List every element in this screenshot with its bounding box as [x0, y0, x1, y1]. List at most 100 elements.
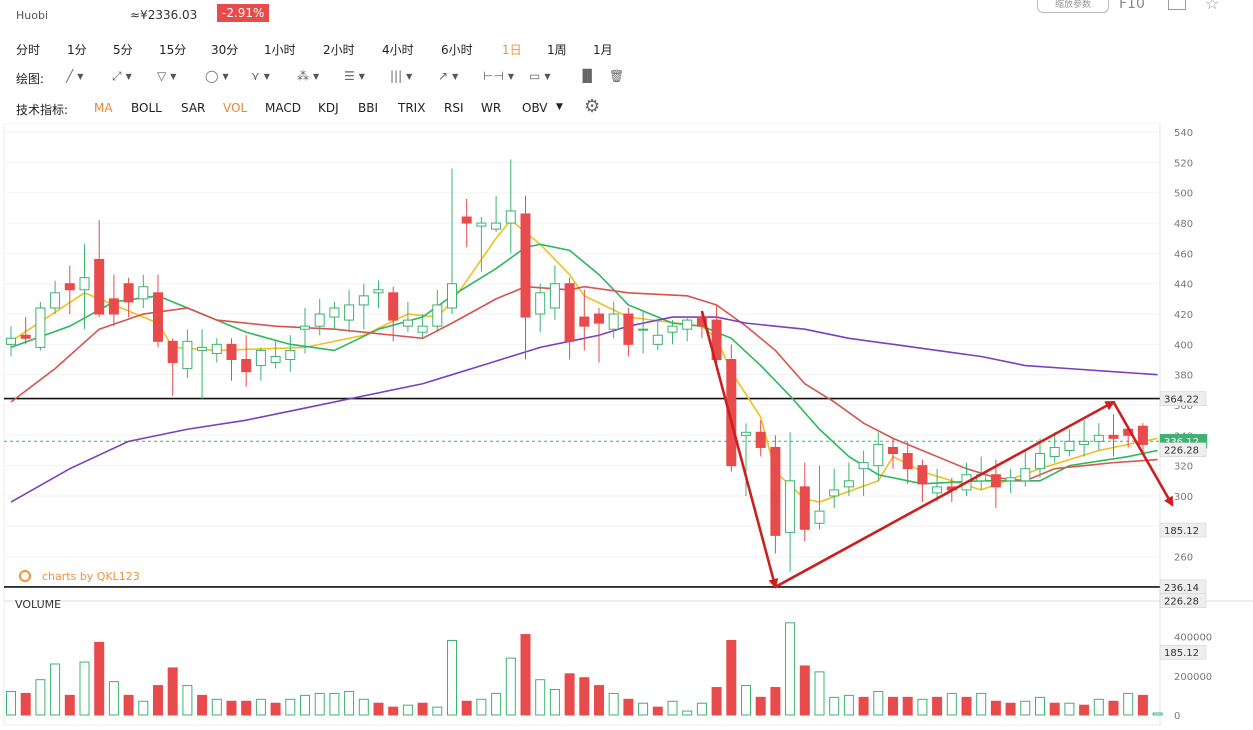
arrow-tool-icon[interactable]: ↗ ▼ [438, 69, 459, 83]
grid-tool-icon[interactable]: ||| ▼ [390, 69, 413, 83]
candle[interactable] [461, 216, 472, 224]
volume-bar[interactable] [153, 685, 163, 716]
candle[interactable] [799, 486, 810, 530]
volume-bar[interactable] [652, 706, 663, 716]
candle[interactable] [1020, 468, 1031, 482]
pattern-tool-icon[interactable]: ⁂ ▼ [297, 69, 320, 83]
star-icon[interactable]: ☆ [1205, 0, 1220, 13]
volume-bar[interactable] [182, 685, 193, 716]
volume-bar[interactable] [638, 702, 649, 716]
volume-bar[interactable] [1123, 692, 1134, 716]
volume-bar[interactable] [79, 661, 90, 716]
candle[interactable] [652, 334, 663, 345]
volume-bar[interactable] [123, 694, 134, 716]
period-1m[interactable]: 1分 [67, 43, 87, 57]
candle[interactable] [138, 286, 149, 300]
candle[interactable] [902, 453, 913, 470]
volume-bar[interactable] [843, 694, 854, 716]
candle[interactable] [564, 283, 575, 342]
trash-icon[interactable]: 🗑 [609, 69, 625, 83]
volume-bar[interactable] [197, 694, 208, 716]
volume-bar[interactable] [667, 700, 678, 716]
candle[interactable] [755, 431, 766, 448]
volume-bar[interactable] [94, 641, 105, 716]
candle[interactable] [638, 328, 649, 331]
volume-bar[interactable] [358, 698, 369, 716]
volume-bar[interactable] [873, 690, 884, 716]
volume-bar[interactable] [946, 692, 957, 716]
candle[interactable] [447, 283, 457, 309]
candle[interactable] [344, 304, 355, 321]
candle[interactable] [432, 304, 443, 327]
candle[interactable] [123, 283, 134, 303]
candle[interactable] [108, 298, 119, 315]
period-15m[interactable]: 15分 [159, 43, 187, 57]
indicator-obv[interactable]: OBV [522, 101, 548, 115]
volume-bar[interactable] [138, 700, 149, 716]
candle[interactable] [1079, 440, 1090, 445]
indicator-boll[interactable]: BOLL [131, 101, 162, 115]
shape-tool-icon[interactable]: ◯ ▼ [205, 69, 229, 83]
volume-bar[interactable] [447, 639, 457, 716]
candle[interactable] [1064, 440, 1075, 451]
candle[interactable] [329, 307, 340, 318]
volume-bar[interactable] [976, 692, 987, 716]
candle[interactable] [932, 486, 943, 494]
volume-bar[interactable] [432, 706, 443, 716]
candle[interactable] [814, 510, 825, 524]
candle[interactable] [1049, 446, 1060, 458]
fullscreen-icon[interactable] [1168, 0, 1186, 10]
indicator-bbi[interactable]: BBI [358, 101, 379, 115]
volume-bar[interactable] [241, 700, 252, 716]
period-6h[interactable]: 6小时 [441, 43, 473, 57]
volume-bar[interactable] [64, 694, 75, 716]
candle[interactable] [314, 313, 325, 327]
volume-bar[interactable] [888, 696, 898, 716]
volume-bar[interactable] [1035, 696, 1045, 716]
candle[interactable] [94, 258, 105, 315]
candle[interactable] [873, 443, 884, 467]
volume-bar[interactable] [829, 696, 840, 716]
candle[interactable] [858, 462, 869, 470]
volume-bar[interactable] [961, 696, 972, 716]
volume-bar[interactable] [211, 698, 222, 716]
candle[interactable] [182, 340, 193, 370]
indicator-ma[interactable]: MA [94, 101, 113, 115]
candle[interactable] [623, 313, 634, 345]
candle[interactable] [505, 210, 516, 224]
volume-bar[interactable] [1152, 712, 1163, 716]
candle[interactable] [785, 480, 796, 533]
volume-bar[interactable] [1108, 700, 1119, 716]
indicator-sar[interactable]: SAR [181, 101, 206, 115]
indicator-trix[interactable]: TRIX [398, 101, 426, 115]
candle[interactable] [1035, 453, 1045, 470]
candle[interactable] [373, 289, 384, 294]
volume-bar[interactable] [388, 706, 399, 716]
volume-bar[interactable] [696, 702, 707, 716]
volume-bar[interactable] [917, 698, 928, 716]
volume-bar[interactable] [505, 657, 516, 716]
period-4h[interactable]: 4小时 [382, 43, 414, 57]
volume-bar[interactable] [741, 685, 751, 716]
volume-bar[interactable] [476, 698, 487, 716]
period-5m[interactable]: 5分 [113, 43, 133, 57]
annotation-arrow[interactable] [774, 400, 1116, 589]
volume-bar[interactable] [491, 692, 502, 716]
candle[interactable] [711, 319, 722, 361]
volume-bar[interactable] [1079, 704, 1090, 716]
indicator-kdj[interactable]: KDJ [318, 101, 339, 115]
candle[interactable] [50, 292, 61, 309]
period-1mo[interactable]: 1月 [593, 43, 613, 57]
volume-bar[interactable] [329, 692, 340, 716]
volume-bar[interactable] [226, 700, 237, 716]
candle[interactable] [888, 446, 898, 455]
measure-tool-icon[interactable]: ⊢⊣ ▼ [483, 69, 515, 83]
candle[interactable] [535, 292, 546, 315]
candle[interactable] [608, 313, 619, 330]
candle[interactable] [1108, 434, 1119, 439]
volume-bar[interactable] [270, 702, 281, 716]
channel-tool-icon[interactable]: ▽ ▼ [157, 69, 177, 83]
volume-bar[interactable] [520, 634, 531, 716]
volume-bar[interactable] [726, 639, 737, 716]
period-2h[interactable]: 2小时 [323, 43, 355, 57]
